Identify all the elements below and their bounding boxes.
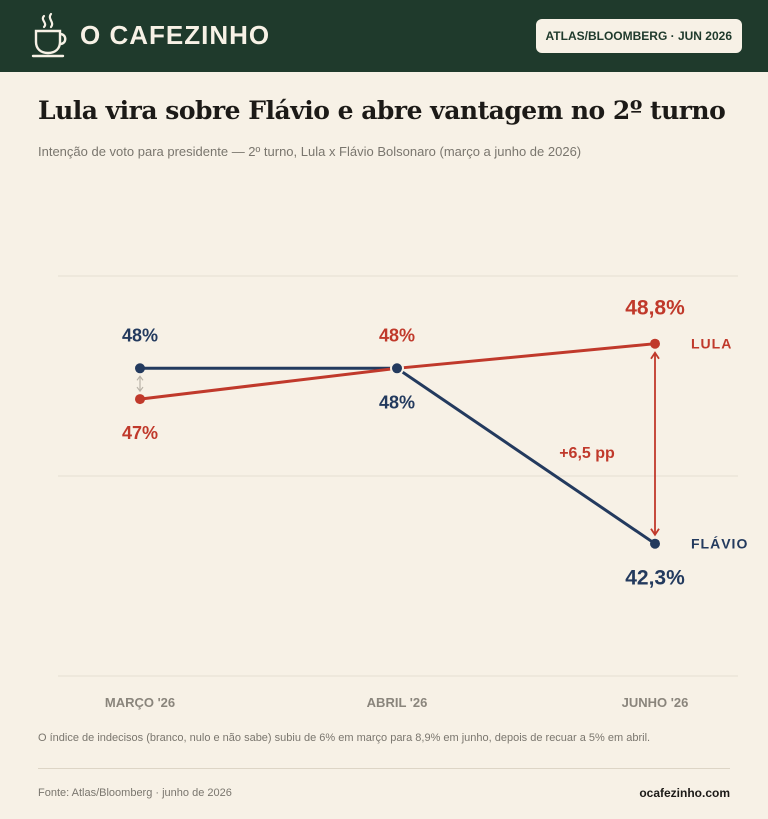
header-bar: O CAFEZINHO ATLAS/BLOOMBERG · JUN 2026 [0,0,768,72]
gap-marker-start-head-bottom [136,386,144,393]
line-chart: MARÇO '26 ABRIL '26 JUNHO '26 +6,5 pp 48% 47%… [58,275,748,710]
gap-marker-start-head-top [136,375,144,381]
footnote: O índice de indecisos (branco, nulo e nã… [38,732,651,744]
x-tick-label: ABRIL '26 [367,695,428,710]
data-point-flavio [650,538,660,549]
footer-divider [38,768,730,769]
coffee-cup-icon [31,12,67,58]
gap-annotation: +6,5 pp [559,445,615,462]
data-label-lula: 47% [122,423,158,443]
brand[interactable]: O CAFEZINHO [30,12,270,58]
x-tick-label: JUNHO '26 [622,695,689,710]
data-label-lula: 48% [379,325,415,345]
gap-arrow-end-head-bottom [650,528,660,537]
data-point-lula [135,394,145,405]
series-label-flavio: FLÁVIO [691,536,748,552]
data-point-lula [650,338,660,349]
site-link[interactable]: ocafezinho.com [639,786,730,800]
data-label-flavio: 48% [379,392,415,412]
source-note: Fonte: Atlas/Bloomberg · junho de 2026 [38,787,232,799]
series-label-lula: LULA [691,336,732,352]
gap-arrow-end-head-top [650,351,660,360]
chart-title: Lula vira sobre Flávio e abre vantagem n… [38,96,726,125]
data-label-lula: 48,8% [625,297,685,320]
data-point-flavio [135,363,145,374]
data-point-flavio [390,361,404,376]
brand-name: O CAFEZINHO [80,19,271,50]
data-label-flavio: 42,3% [625,567,685,590]
chart-subtitle: Intenção de voto para presidente — 2º tu… [38,144,582,159]
x-tick-label: MARÇO '26 [105,695,175,710]
source-badge: ATLAS/BLOOMBERG · JUN 2026 [535,19,742,53]
data-label-flavio: 48% [122,325,158,345]
